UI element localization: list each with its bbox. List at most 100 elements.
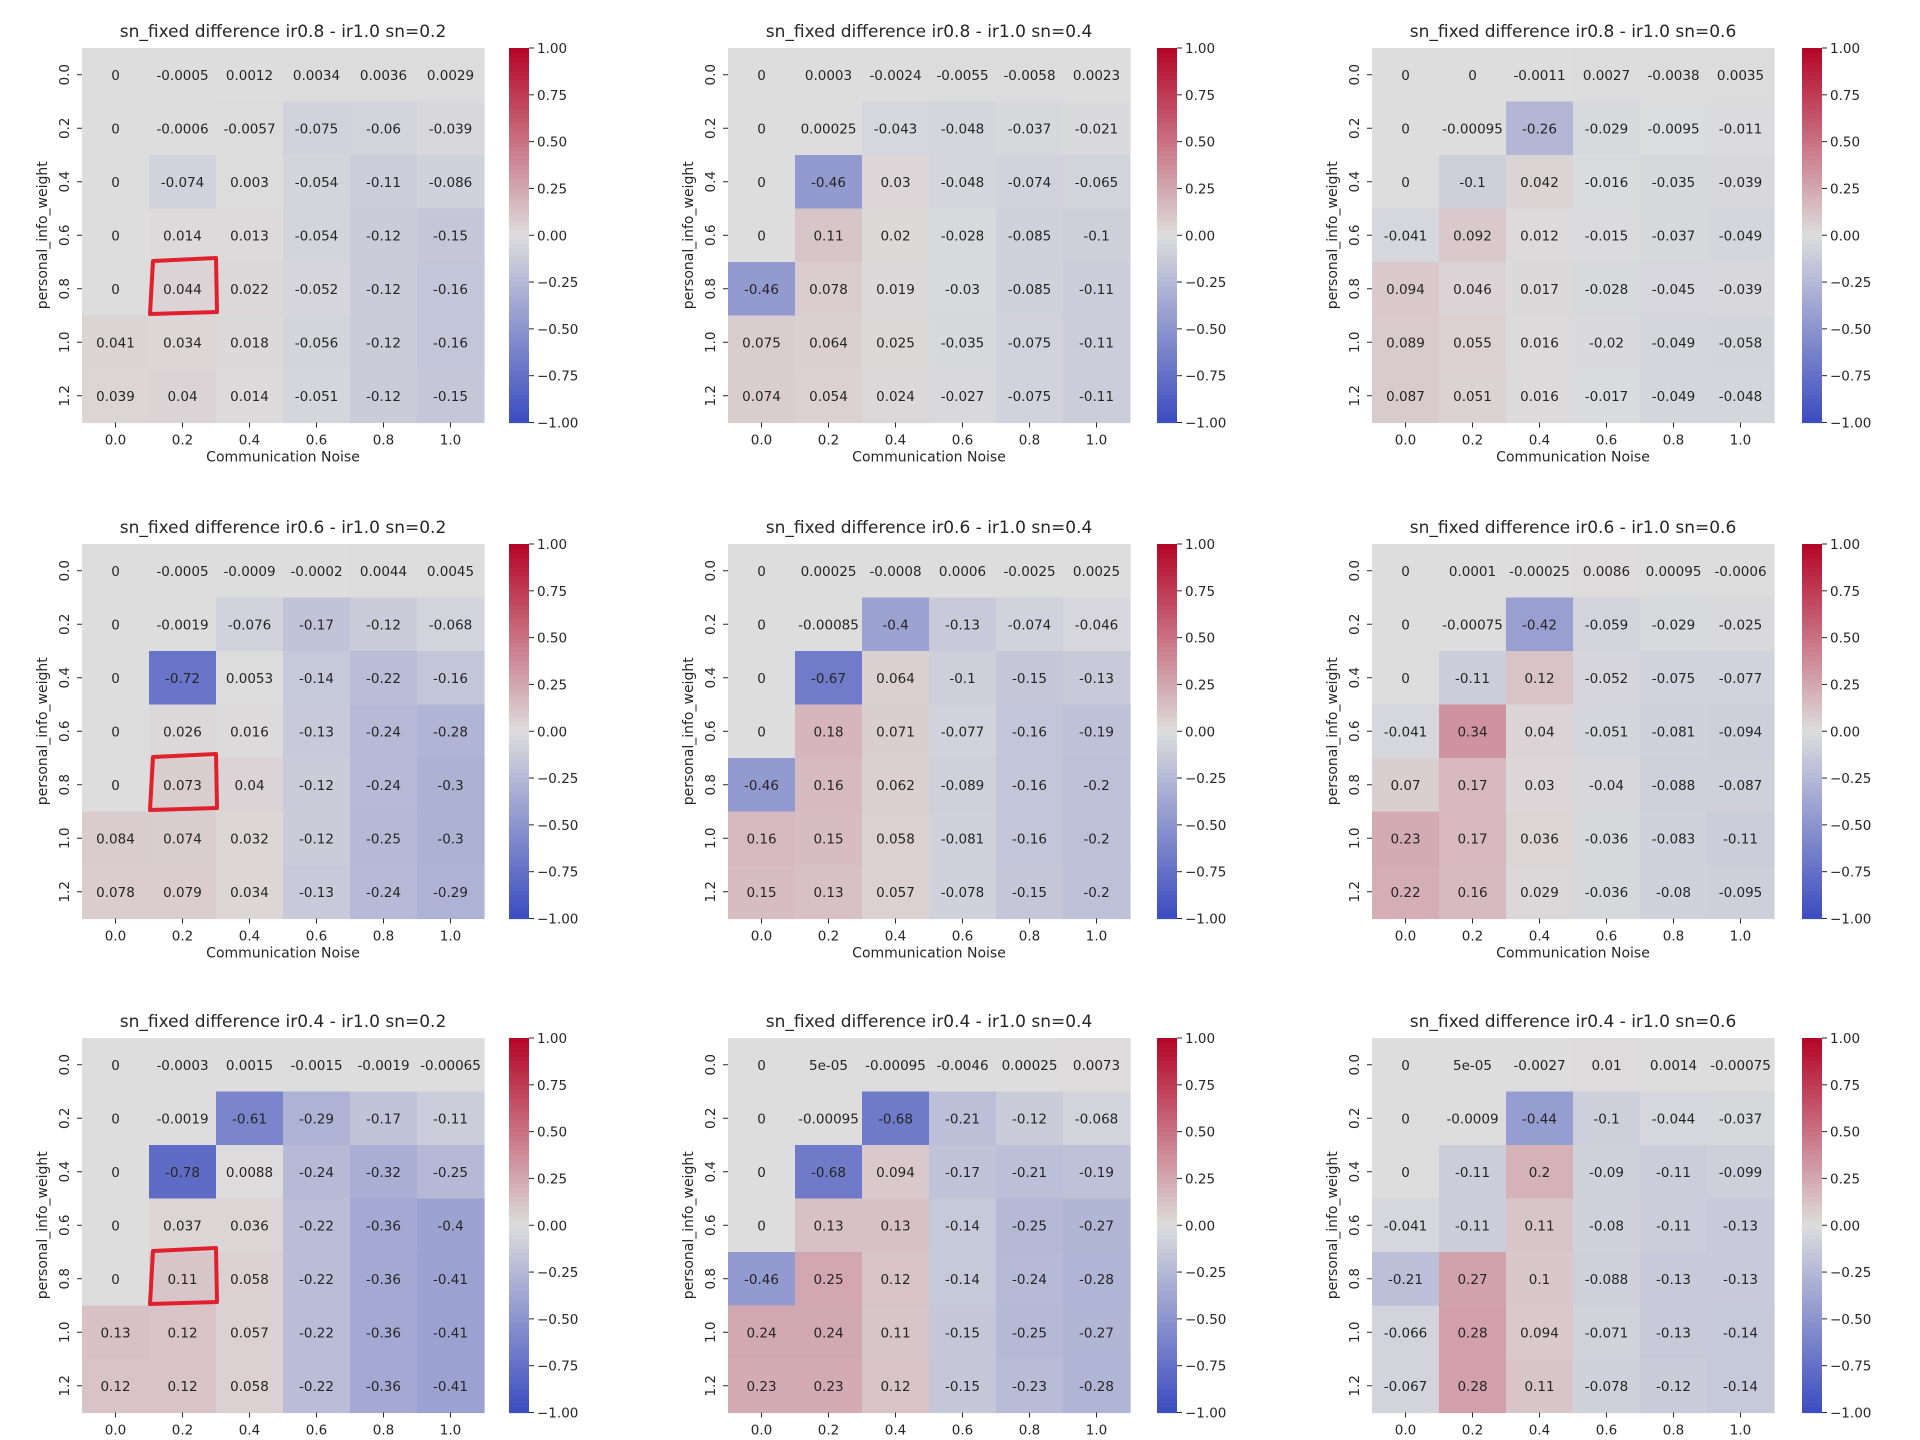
heatmap-3-colorbar-segment xyxy=(1802,85,1822,90)
heatmap-2-colorbar-segment xyxy=(1157,408,1177,413)
heatmap-5-colorbar-segment xyxy=(1157,848,1177,853)
heatmap-4-colorbar-segment xyxy=(509,801,529,806)
heatmap-1-xlabel: Communication Noise xyxy=(206,450,360,466)
heatmap-3-colorbar-tick-label: −0.50 xyxy=(1830,322,1871,338)
heatmap-1-x-tick-label: 1.0 xyxy=(440,433,461,449)
heatmap-7-cell-label: 0.057 xyxy=(230,1325,269,1341)
heatmap-6-colorbar-segment xyxy=(1802,890,1822,895)
heatmap-3-colorbar-segment xyxy=(1802,231,1822,236)
heatmap-1-cell-label: -0.075 xyxy=(295,121,339,137)
heatmap-8-cell-label: 0.12 xyxy=(880,1272,910,1288)
heatmap-9-cell-label: -0.037 xyxy=(1719,1111,1763,1127)
heatmap-9-colorbar-segment xyxy=(1802,1286,1822,1291)
heatmap-9-y-tick-label: 0.4 xyxy=(1347,1161,1363,1182)
heatmap-3-colorbar-segment xyxy=(1802,348,1822,353)
heatmap-3-colorbar-segment xyxy=(1802,268,1822,273)
heatmap-4-colorbar-segment xyxy=(509,684,529,689)
heatmap-2-y-tick-label: 1.0 xyxy=(703,332,719,353)
heatmap-5-cell-label: 0.064 xyxy=(876,671,915,687)
heatmap-9-cell-label: -0.44 xyxy=(1522,1111,1557,1127)
heatmap-7-cell-label: -0.22 xyxy=(299,1325,334,1341)
heatmap-4-colorbar-segment xyxy=(509,909,529,914)
heatmap-9-colorbar-segment xyxy=(1802,1333,1822,1338)
heatmap-5-colorbar-tick-label: 0.50 xyxy=(1185,631,1215,647)
heatmap-8-colorbar-segment xyxy=(1157,1361,1177,1366)
heatmap-9-colorbar-segment xyxy=(1802,1366,1822,1371)
heatmap-2-colorbar-tick-label: 1.00 xyxy=(1185,41,1215,57)
heatmap-1-colorbar-segment xyxy=(509,132,529,137)
heatmap-3-colorbar-segment xyxy=(1802,404,1822,409)
heatmap-6-colorbar-segment xyxy=(1802,867,1822,872)
heatmap-9-colorbar-segment xyxy=(1802,1398,1822,1403)
heatmap-3-colorbar-segment xyxy=(1802,320,1822,325)
heatmap-6-colorbar-segment xyxy=(1802,698,1822,703)
heatmap-6-colorbar-tick-label: −1.00 xyxy=(1830,912,1871,928)
heatmap-2-colorbar-segment xyxy=(1157,90,1177,95)
heatmap-8-y-tick-label: 0.8 xyxy=(703,1268,719,1289)
heatmap-6-colorbar-segment xyxy=(1802,858,1822,863)
heatmap-6-cell-label: -0.0006 xyxy=(1714,564,1766,580)
heatmap-9-cell-label: -0.0009 xyxy=(1446,1111,1498,1127)
heatmap-8-y-tick-label: 0.0 xyxy=(703,1054,719,1075)
heatmap-6-cell-label: 0.0086 xyxy=(1583,564,1630,580)
heatmap-7-colorbar-segment xyxy=(509,1281,529,1286)
heatmap-1-colorbar-segment xyxy=(509,362,529,367)
heatmap-7-colorbar-segment xyxy=(509,1052,529,1057)
heatmap-4-cell-label: 0.073 xyxy=(163,778,202,794)
heatmap-5-cell-label: 0.057 xyxy=(876,885,915,901)
heatmap-3-colorbar-segment xyxy=(1802,315,1822,320)
heatmap-8-cell-label: 0 xyxy=(757,1218,766,1234)
heatmap-7-colorbar-segment xyxy=(509,1253,529,1258)
heatmap-5-colorbar-segment xyxy=(1157,586,1177,591)
heatmap-7-colorbar-segment xyxy=(509,1099,529,1104)
heatmap-2-colorbar-segment xyxy=(1157,385,1177,390)
heatmap-2-colorbar-segment xyxy=(1157,282,1177,287)
heatmap-8-colorbar-segment xyxy=(1157,1192,1177,1197)
heatmap-3-x-tick-label: 0.8 xyxy=(1663,433,1684,449)
heatmap-3-y-tick-label: 1.0 xyxy=(1347,332,1363,353)
heatmap-5-colorbar-tick-label: 0.00 xyxy=(1185,724,1215,740)
heatmap-2-colorbar-segment xyxy=(1157,170,1177,175)
heatmap-3-cell-label: -0.045 xyxy=(1652,282,1696,298)
heatmap-6-y-tick-label: 0.2 xyxy=(1347,614,1363,635)
heatmap-2-cell-label: 0.00025 xyxy=(801,121,857,137)
heatmap-4-cell-label: 0.034 xyxy=(230,885,269,901)
heatmap-6-cell-label: -0.059 xyxy=(1585,617,1629,633)
heatmap-3-colorbar-segment xyxy=(1802,62,1822,67)
heatmap-5-colorbar-segment xyxy=(1157,727,1177,732)
heatmap-3-colorbar-segment xyxy=(1802,376,1822,381)
heatmap-2-colorbar-segment xyxy=(1157,212,1177,217)
heatmap-6-cell-label: -0.083 xyxy=(1652,831,1696,847)
heatmap-4-colorbar-segment xyxy=(509,591,529,596)
heatmap-9-cell-label: 0.28 xyxy=(1457,1379,1487,1395)
heatmap-4-x-tick-label: 0.4 xyxy=(239,929,260,945)
heatmap-6-colorbar-segment xyxy=(1802,703,1822,708)
heatmap-3-cell-label: 0.042 xyxy=(1520,175,1559,191)
heatmap-5-colorbar-segment xyxy=(1157,614,1177,619)
heatmap-9-cell-label: -0.13 xyxy=(1723,1218,1758,1234)
heatmap-5-colorbar-segment xyxy=(1157,834,1177,839)
heatmap-7-colorbar-segment xyxy=(509,1085,529,1090)
heatmap-3-colorbar-segment xyxy=(1802,99,1822,104)
heatmap-1-colorbar-segment xyxy=(509,408,529,413)
heatmap-1-colorbar-segment xyxy=(509,151,529,156)
heatmap-8-colorbar-segment xyxy=(1157,1263,1177,1268)
heatmap-8-colorbar-segment xyxy=(1157,1108,1177,1113)
heatmap-3-colorbar-segment xyxy=(1802,118,1822,123)
heatmap-5-cell-label: -0.046 xyxy=(1075,617,1119,633)
heatmap-6-x-tick-label: 0.4 xyxy=(1529,929,1550,945)
heatmap-6-colorbar-segment xyxy=(1802,586,1822,591)
heatmap-1-colorbar-segment xyxy=(509,385,529,390)
heatmap-5-colorbar-segment xyxy=(1157,563,1177,568)
heatmap-9-colorbar-segment xyxy=(1802,1052,1822,1057)
heatmap-8-colorbar-segment xyxy=(1157,1188,1177,1193)
heatmap-8-colorbar-segment xyxy=(1157,1272,1177,1277)
heatmap-8-colorbar-segment xyxy=(1157,1258,1177,1263)
heatmap-6-cell-label: 0 xyxy=(1401,671,1410,687)
heatmap-1-colorbar-segment xyxy=(509,193,529,198)
heatmap-2-y-tick-label: 0.0 xyxy=(703,64,719,85)
heatmap-2-colorbar-segment xyxy=(1157,104,1177,109)
heatmap-5-cell-label: 0.13 xyxy=(813,885,843,901)
heatmap-9-colorbar-segment xyxy=(1802,1066,1822,1071)
heatmap-4-cell-label: -0.16 xyxy=(433,671,468,687)
